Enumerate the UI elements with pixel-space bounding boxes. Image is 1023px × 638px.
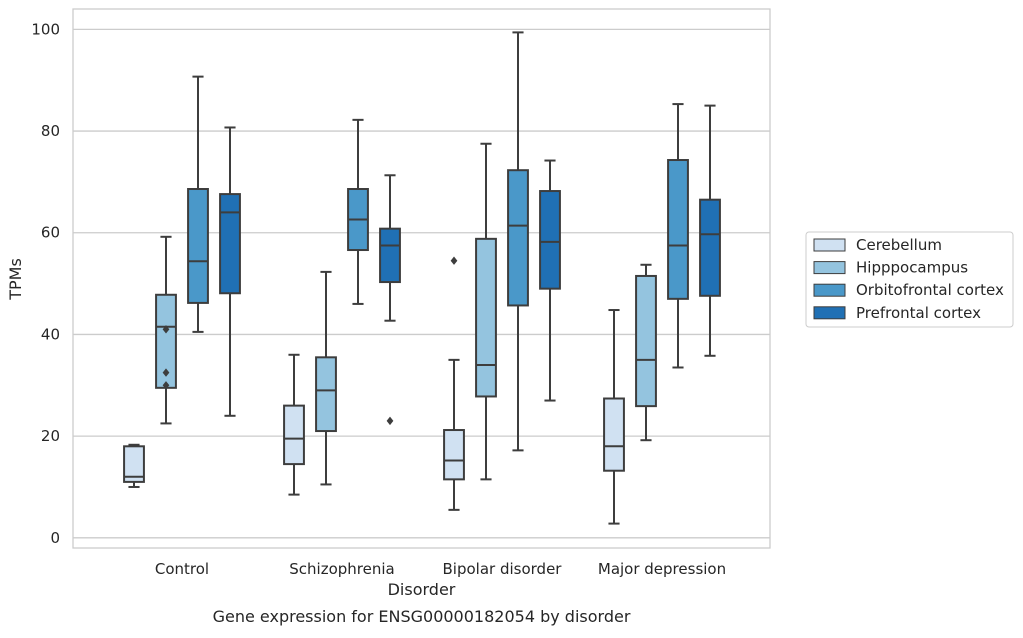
box-cerebellum — [283, 353, 305, 496]
iqr-box — [123, 445, 145, 483]
box-orbitofrontal-cortex — [347, 118, 369, 305]
box-orbitofrontal-cortex — [507, 31, 529, 452]
box-cerebellum — [123, 443, 145, 488]
iqr-box — [475, 237, 497, 398]
legend: Cerebellum Hipppocampus Orbitofrontal cort… — [805, 231, 1014, 328]
iqr-box — [187, 188, 209, 304]
x-tick-label: Major depression — [598, 560, 726, 578]
box-hipppocampus — [635, 263, 657, 442]
box-prefrontal-cortex — [699, 104, 721, 357]
x-tick-label: Bipolar disorder — [443, 560, 563, 578]
legend-entry-label: Orbitofrontal cortex — [856, 281, 1004, 299]
outlier-point — [386, 416, 394, 426]
y-tick-label: 0 — [50, 529, 60, 547]
iqr-box — [315, 356, 337, 433]
outlier-point — [162, 325, 170, 334]
box-prefrontal-cortex — [539, 159, 561, 402]
box-prefrontal-cortex — [219, 126, 241, 417]
box-hipppocampus — [155, 235, 177, 425]
iqr-box — [219, 193, 241, 295]
legend-entry-label: Cerebellum — [856, 236, 942, 254]
box-cerebellum — [603, 309, 625, 525]
box-orbitofrontal-cortex — [187, 75, 209, 333]
iqr-box — [539, 190, 561, 290]
iqr-box — [507, 169, 529, 307]
x-tick-labels: Control Schizophrenia Bipolar disorder Majo… — [155, 560, 726, 578]
box-orbitofrontal-cortex — [667, 103, 689, 369]
legend-entry-label: Prefrontal cortex — [856, 304, 981, 322]
legend-entry-label: Hipppocampus — [856, 259, 968, 277]
outlier-point — [162, 381, 170, 390]
box-prefrontal-cortex — [379, 174, 401, 426]
iqr-box — [699, 198, 721, 297]
box-hipppocampus — [475, 142, 497, 481]
iqr-box — [667, 159, 689, 300]
chart-caption: Gene expression for ENSG00000182054 by d… — [213, 607, 631, 626]
y-tick-label: 60 — [41, 224, 60, 242]
boxes — [123, 31, 721, 525]
y-tick-label: 80 — [41, 122, 60, 140]
plot-background — [73, 9, 770, 548]
legend-swatch — [813, 283, 846, 297]
legend-swatch — [813, 261, 846, 275]
outlier-point — [162, 368, 170, 377]
y-tick-label: 20 — [41, 427, 60, 445]
iqr-box — [283, 404, 305, 466]
iqr-box — [443, 429, 465, 481]
legend-frame — [805, 231, 1014, 328]
box-hipppocampus — [315, 270, 337, 486]
iqr-box — [603, 397, 625, 472]
legend-swatch — [813, 238, 846, 252]
y-axis-label: TPMs — [6, 258, 25, 301]
legend-swatch — [813, 306, 846, 320]
x-tick-label: Schizophrenia — [289, 560, 394, 578]
y-tick-labels: 0 20 40 60 80 100 — [31, 20, 60, 546]
y-tick-label: 100 — [31, 20, 60, 38]
iqr-box — [635, 274, 657, 408]
x-axis-label: Disorder — [388, 580, 456, 599]
iqr-box — [379, 227, 401, 284]
y-tick-label: 40 — [41, 325, 60, 343]
box-cerebellum — [443, 256, 465, 511]
plot-frame — [72, 8, 771, 549]
x-tick-label: Control — [155, 560, 209, 578]
outlier-point — [450, 256, 458, 265]
